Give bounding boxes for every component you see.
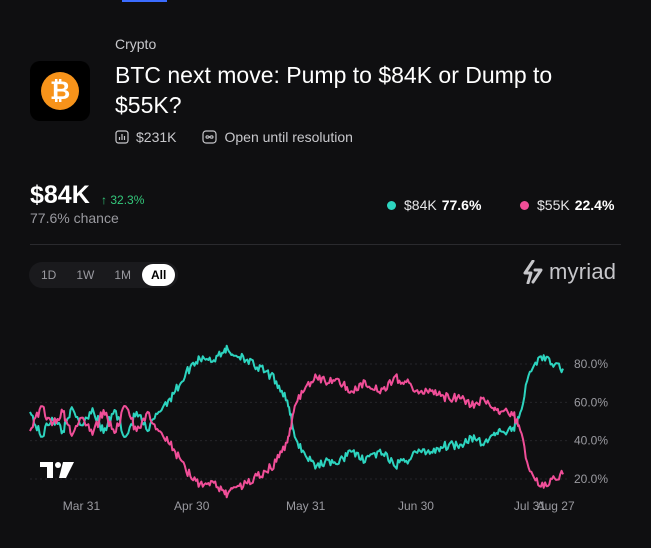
market-status: Open until resolution — [224, 129, 353, 145]
x-tick-label: Aug 27 — [537, 499, 575, 513]
legend-label-55k: $55K — [537, 197, 570, 213]
price-change-value: 32.3% — [110, 193, 145, 207]
y-tick-label: 40.0% — [574, 434, 608, 448]
x-tick-label: Apr 30 — [174, 499, 210, 513]
legend-value-84k: 77.6% — [441, 197, 482, 213]
x-tick-label: Jun 30 — [398, 499, 434, 513]
infinity-clock-icon — [202, 130, 218, 144]
leading-price: $84K — [30, 181, 90, 209]
bitcoin-icon: ₿ — [41, 72, 79, 110]
legend-label-84k: $84K — [404, 197, 437, 213]
x-tick-label: Jul 31 — [514, 499, 546, 513]
tab-1w[interactable]: 1W — [76, 268, 95, 282]
tradingview-logo — [40, 462, 74, 478]
legend-dot-55k — [520, 200, 529, 210]
tab-1m[interactable]: 1M — [114, 268, 132, 282]
tab-1d[interactable]: 1D — [41, 268, 57, 282]
y-tick-label: 20.0% — [574, 472, 608, 486]
market-meta: $231K Open until resolution — [115, 129, 353, 145]
market-title: BTC next move: Pump to $84K or Dump to $… — [115, 62, 553, 118]
brand-logo: myriad — [522, 259, 616, 285]
leading-chance: 77.6% chance — [30, 210, 119, 226]
legend-outcome-55k[interactable]: $55K 22.4% — [520, 197, 614, 213]
market-icon: ₿ — [30, 61, 90, 121]
price-change: ↑ 32.3% — [101, 193, 145, 207]
y-tick-label: 80.0% — [574, 357, 608, 371]
volume-chart-icon — [115, 130, 129, 144]
probability-chart[interactable]: 80.0% 60.0% 40.0% 20.0% Mar 31 Apr 30 May 31 J… — [0, 330, 651, 530]
market-category[interactable]: Crypto — [115, 36, 157, 52]
series-line-55k — [29, 373, 564, 499]
time-range-tabs: 1D 1W 1M All — [29, 262, 179, 288]
series-line-84k — [29, 344, 564, 470]
brand-name: myriad — [549, 259, 617, 284]
section-divider — [30, 244, 621, 245]
market-volume: $231K — [136, 129, 177, 145]
myriad-logo-icon — [523, 260, 543, 284]
x-tick-label: May 31 — [286, 499, 326, 513]
top-accent-bar — [122, 0, 167, 2]
tab-all[interactable]: All — [142, 264, 176, 286]
y-tick-label: 60.0% — [574, 395, 608, 409]
legend-value-55k: 22.4% — [574, 197, 615, 213]
x-tick-label: Mar 31 — [63, 499, 101, 513]
legend-outcome-84k[interactable]: $84K 77.6% — [387, 197, 481, 213]
legend-dot-84k — [387, 200, 396, 210]
